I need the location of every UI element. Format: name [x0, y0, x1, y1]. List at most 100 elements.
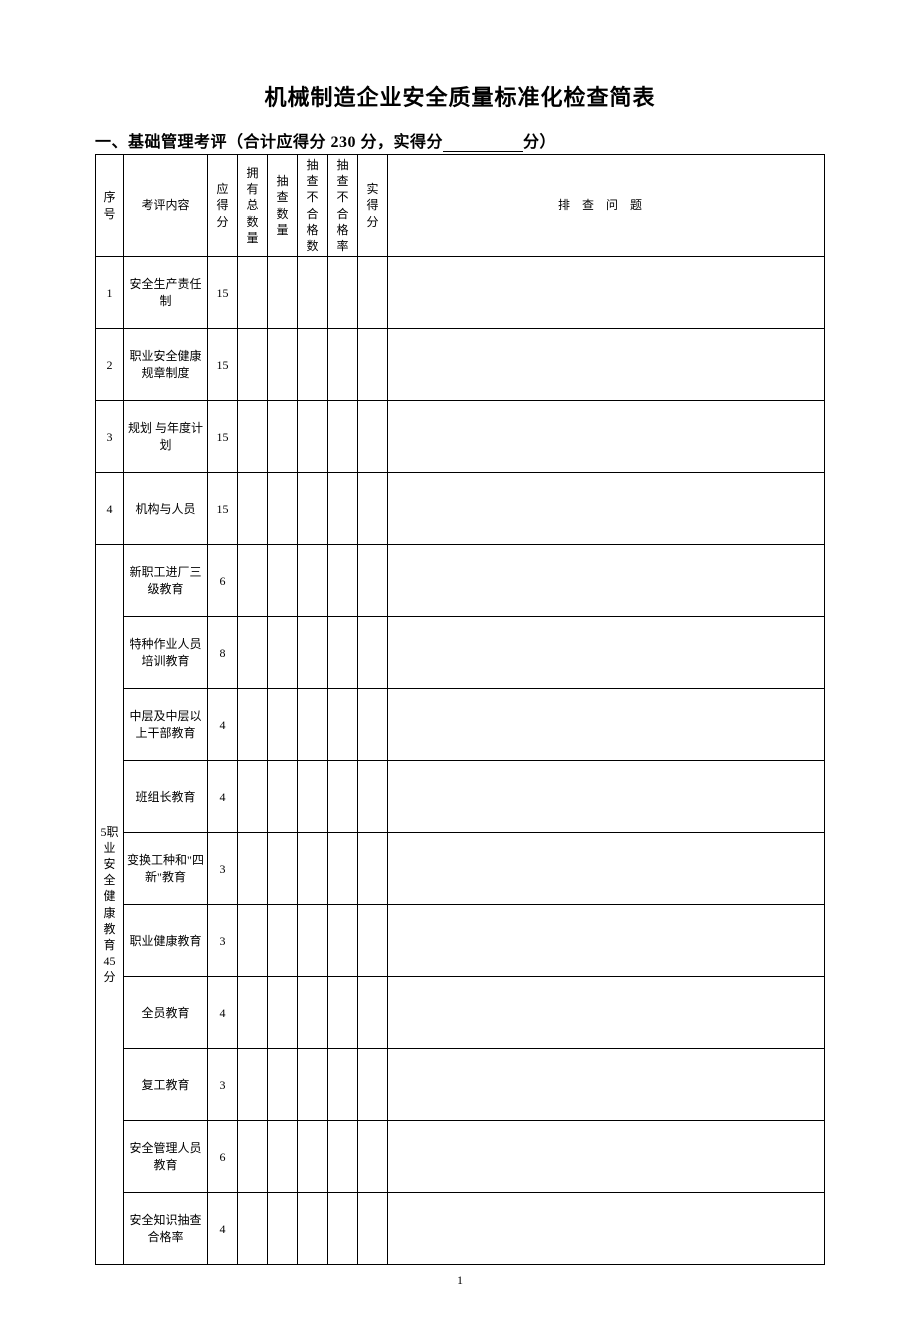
cell-issue [388, 617, 825, 689]
cell-content: 安全管理人员教育 [124, 1121, 208, 1193]
cell-issue [388, 905, 825, 977]
cell-failr [328, 761, 358, 833]
group5-label: 5职业安全健康教育45分 [100, 825, 118, 985]
cell-actual [358, 257, 388, 329]
cell-expected: 3 [208, 1049, 238, 1121]
cell-content: 机构与人员 [124, 473, 208, 545]
cell-failr [328, 545, 358, 617]
cell-expected: 4 [208, 689, 238, 761]
subtitle-prefix: 一、基础管理考评（合计应得分 230 分，实得分 [95, 134, 443, 151]
cell-content: 安全生产责任制 [124, 257, 208, 329]
table-body: 1 安全生产责任制 15 2 职业安全健康规章制度 15 3 规划 与年度计划 … [96, 257, 825, 1265]
cell-total [238, 833, 268, 905]
cell-sample [268, 617, 298, 689]
cell-failr [328, 401, 358, 473]
cell-total [238, 329, 268, 401]
header-sample-qty: 抽查数量 [268, 155, 298, 257]
cell-failr [328, 977, 358, 1049]
cell-sample [268, 1121, 298, 1193]
cell-content: 全员教育 [124, 977, 208, 1049]
cell-content: 新职工进厂三级教育 [124, 545, 208, 617]
cell-expected: 15 [208, 401, 238, 473]
cell-issue [388, 833, 825, 905]
actual-score-blank [443, 151, 523, 152]
cell-issue [388, 1121, 825, 1193]
cell-failr [328, 1193, 358, 1265]
cell-issue [388, 473, 825, 545]
cell-issue [388, 761, 825, 833]
table-row: 2 职业安全健康规章制度 15 [96, 329, 825, 401]
cell-total [238, 977, 268, 1049]
table-row: 4 机构与人员 15 [96, 473, 825, 545]
cell-sample [268, 473, 298, 545]
table-row: 职业健康教育 3 [96, 905, 825, 977]
header-content: 考评内容 [124, 155, 208, 257]
cell-expected: 15 [208, 473, 238, 545]
cell-seq: 3 [96, 401, 124, 473]
cell-seq-group5: 5职业安全健康教育45分 [96, 545, 124, 1265]
cell-failn [298, 1049, 328, 1121]
table-row: 5职业安全健康教育45分 新职工进厂三级教育 6 [96, 545, 825, 617]
cell-failr [328, 329, 358, 401]
cell-failn [298, 977, 328, 1049]
cell-actual [358, 689, 388, 761]
header-fail-count: 抽查不合格数 [298, 155, 328, 257]
cell-failn [298, 905, 328, 977]
cell-actual [358, 905, 388, 977]
cell-content: 安全知识抽查合格率 [124, 1193, 208, 1265]
cell-issue [388, 977, 825, 1049]
cell-issue [388, 329, 825, 401]
cell-content: 复工教育 [124, 1049, 208, 1121]
cell-sample [268, 833, 298, 905]
cell-actual [358, 977, 388, 1049]
cell-expected: 6 [208, 545, 238, 617]
cell-expected: 8 [208, 617, 238, 689]
cell-actual [358, 833, 388, 905]
cell-sample [268, 689, 298, 761]
cell-content: 特种作业人员培训教育 [124, 617, 208, 689]
cell-expected: 4 [208, 977, 238, 1049]
cell-expected: 6 [208, 1121, 238, 1193]
cell-actual [358, 473, 388, 545]
cell-failn [298, 473, 328, 545]
table-header-row: 序号 考评内容 应得分 拥有总数量 抽查数量 抽查不合格数 抽查不合格率 实得分… [96, 155, 825, 257]
table-row: 安全知识抽查合格率 4 [96, 1193, 825, 1265]
table-row: 特种作业人员培训教育 8 [96, 617, 825, 689]
cell-failn [298, 545, 328, 617]
cell-sample [268, 905, 298, 977]
cell-expected: 3 [208, 833, 238, 905]
table-row: 变换工种和"四新"教育 3 [96, 833, 825, 905]
cell-total [238, 401, 268, 473]
header-actual: 实得分 [358, 155, 388, 257]
table-row: 安全管理人员教育 6 [96, 1121, 825, 1193]
cell-failn [298, 401, 328, 473]
cell-total [238, 905, 268, 977]
cell-total [238, 1121, 268, 1193]
cell-total [238, 689, 268, 761]
cell-actual [358, 401, 388, 473]
cell-content: 规划 与年度计划 [124, 401, 208, 473]
cell-actual [358, 329, 388, 401]
cell-failn [298, 1121, 328, 1193]
table-row: 3 规划 与年度计划 15 [96, 401, 825, 473]
cell-total [238, 1049, 268, 1121]
cell-seq: 1 [96, 257, 124, 329]
cell-issue [388, 1049, 825, 1121]
cell-expected: 15 [208, 257, 238, 329]
cell-content: 班组长教育 [124, 761, 208, 833]
header-seq: 序号 [96, 155, 124, 257]
cell-issue [388, 689, 825, 761]
cell-issue [388, 257, 825, 329]
cell-actual [358, 1193, 388, 1265]
cell-content: 变换工种和"四新"教育 [124, 833, 208, 905]
cell-total [238, 761, 268, 833]
cell-issue [388, 1193, 825, 1265]
cell-issue [388, 401, 825, 473]
cell-sample [268, 761, 298, 833]
cell-failr [328, 257, 358, 329]
cell-total [238, 545, 268, 617]
table-row: 中层及中层以上干部教育 4 [96, 689, 825, 761]
cell-actual [358, 617, 388, 689]
table-row: 班组长教育 4 [96, 761, 825, 833]
cell-expected: 3 [208, 905, 238, 977]
